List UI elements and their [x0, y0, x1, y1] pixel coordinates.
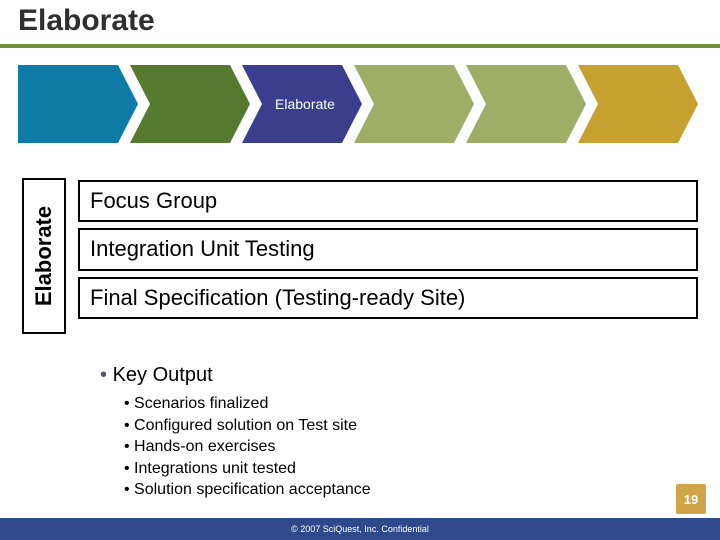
content-box-0: Focus Group	[78, 180, 698, 222]
slide-title: Elaborate	[18, 4, 155, 38]
process-chevron-label-1	[130, 65, 250, 143]
process-chevron-4	[466, 65, 586, 143]
content-boxes: Focus Group Integration Unit Testing Final…	[78, 180, 698, 325]
key-output-item-4: Solution specification acceptance	[124, 479, 371, 501]
key-output-item-3: Integrations unit tested	[124, 458, 371, 480]
footer-copyright: © 2007 SciQuest, Inc. Confidential	[0, 518, 720, 540]
process-chevron-1	[130, 65, 250, 143]
process-chevron-0	[18, 65, 138, 143]
title-underline	[0, 44, 720, 48]
process-chevron-3	[354, 65, 474, 143]
content-box-1: Integration Unit Testing	[78, 228, 698, 270]
process-chevron-label-3	[354, 65, 474, 143]
process-chevron-label-5	[578, 65, 698, 143]
process-chevron-5	[578, 65, 698, 143]
slide: Elaborate Elaborate Elaborate Focus Grou…	[0, 0, 720, 540]
key-output-item-2: Hands-on exercises	[124, 436, 371, 458]
process-chevrons: Elaborate	[18, 65, 698, 155]
slide-title-text: Elaborate	[18, 4, 155, 38]
key-output-heading: Key Output	[100, 364, 371, 387]
process-chevron-label-4	[466, 65, 586, 143]
page-number: 19	[676, 484, 706, 514]
sidebar-label-box: Elaborate	[22, 178, 66, 334]
key-output-item-0: Scenarios finalized	[124, 393, 371, 415]
key-output-list: Scenarios finalizedConfigured solution o…	[124, 393, 371, 501]
process-chevron-label-0	[18, 65, 138, 143]
footer-bar: © 2007 SciQuest, Inc. Confidential	[0, 518, 720, 540]
sidebar-label-text: Elaborate	[31, 206, 57, 306]
content-box-2: Final Specification (Testing-ready Site)	[78, 277, 698, 319]
process-chevron-2: Elaborate	[242, 65, 362, 143]
process-chevron-label-2: Elaborate	[242, 65, 362, 143]
key-output-item-1: Configured solution on Test site	[124, 415, 371, 437]
key-output: Key Output Scenarios finalizedConfigured…	[100, 364, 371, 501]
